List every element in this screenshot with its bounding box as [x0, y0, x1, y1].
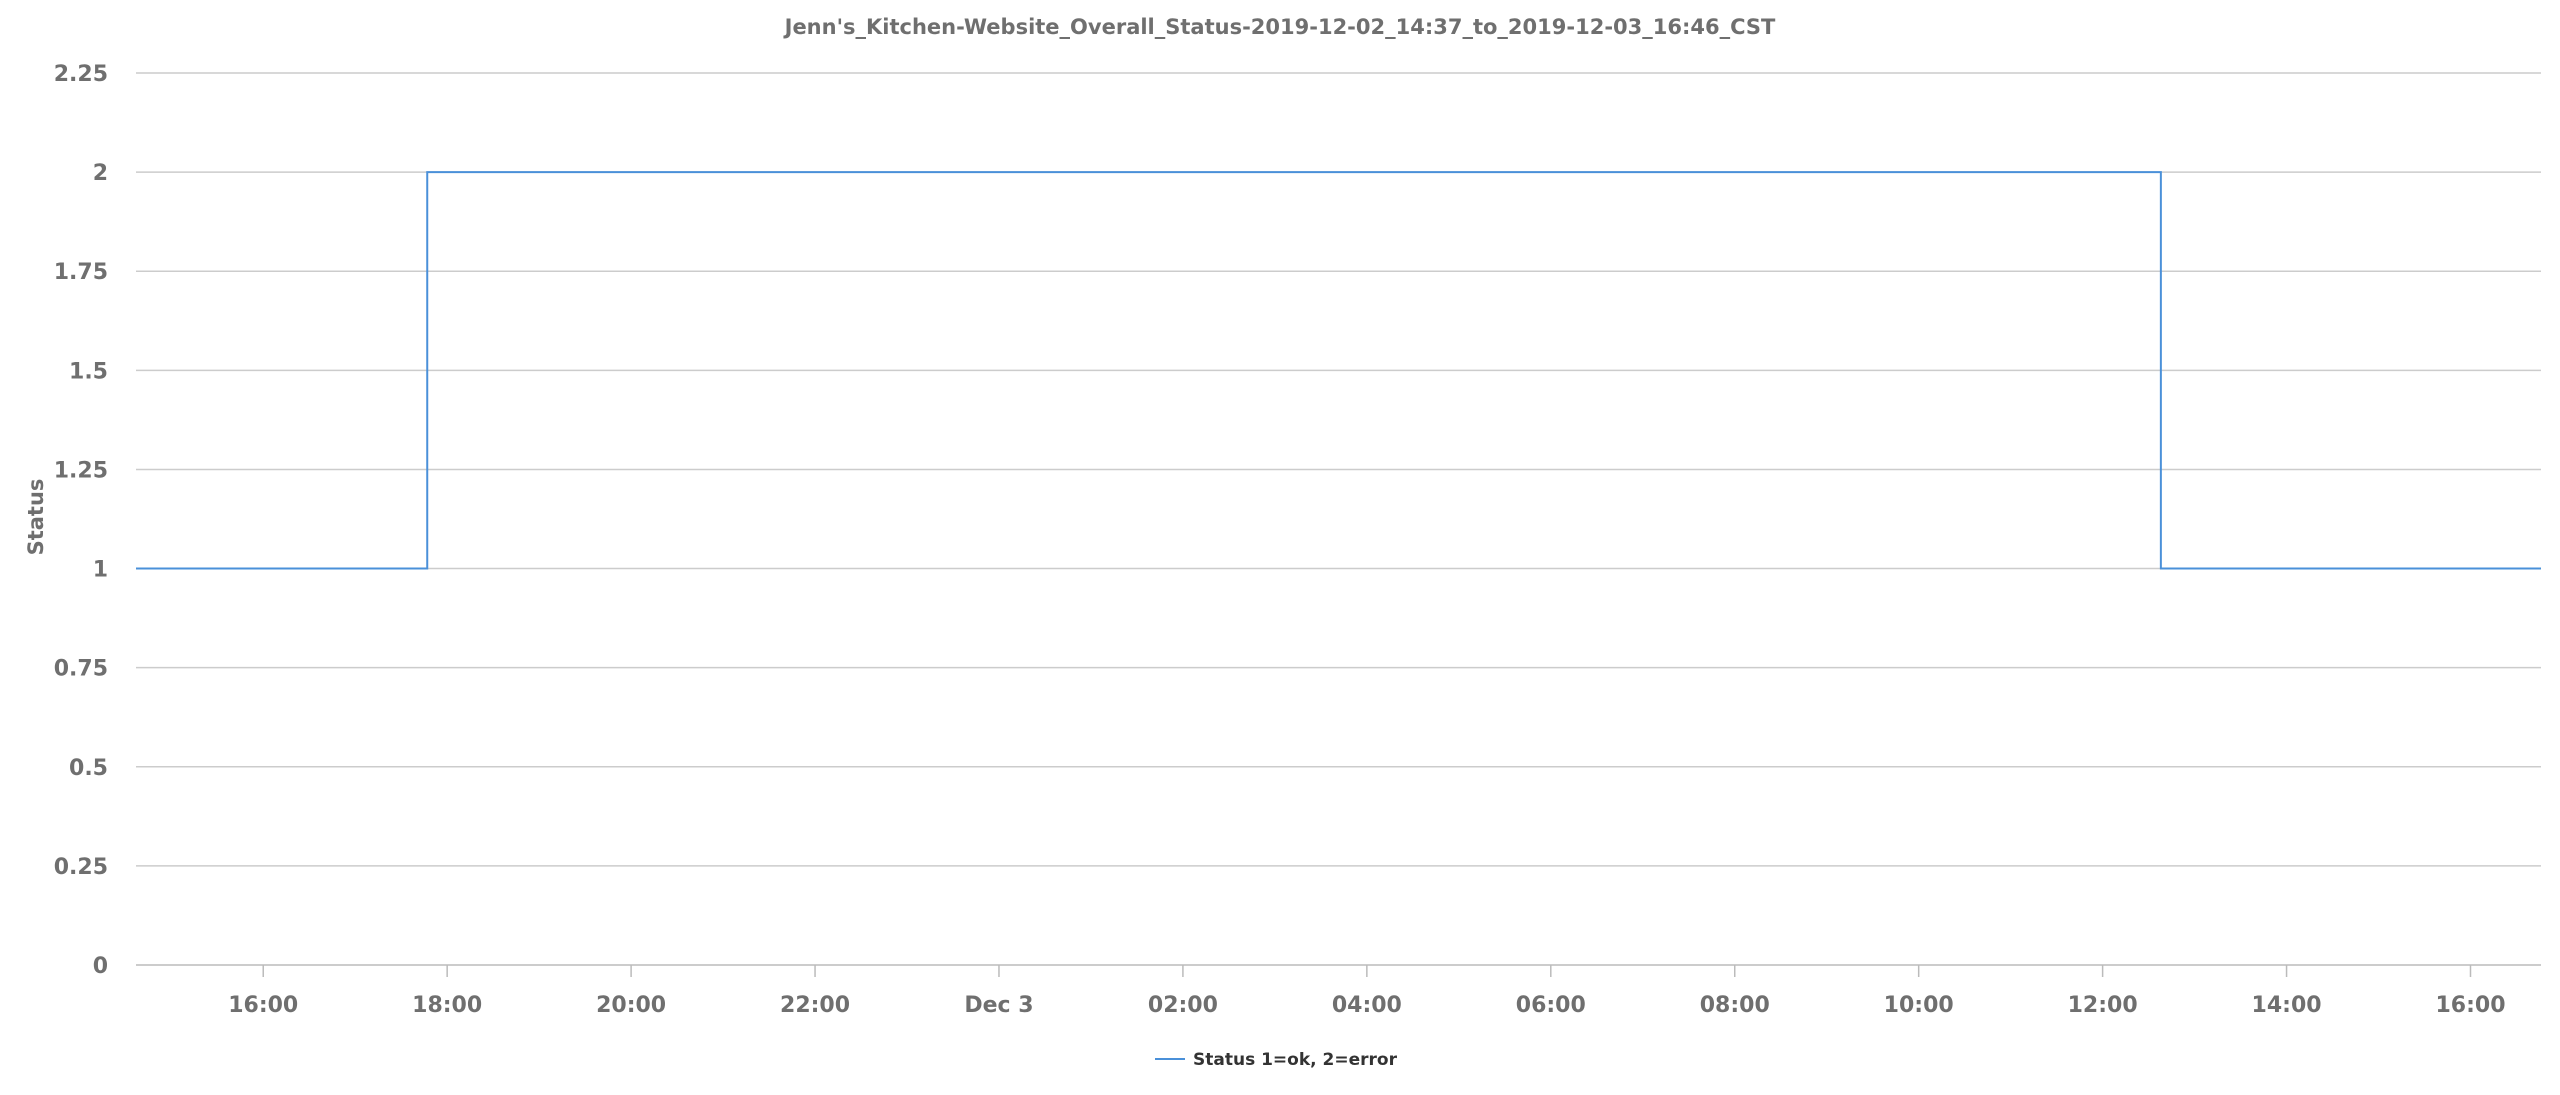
chart-title: Jenn's_Kitchen-Website_Overall_Status-20…	[783, 15, 1776, 39]
y-tick-label: 2	[93, 161, 108, 186]
y-tick-label: 0.25	[54, 855, 108, 880]
x-tick-label: 04:00	[1332, 993, 1402, 1018]
series-line	[136, 171, 2541, 570]
y-tick-label: 1.5	[69, 359, 108, 384]
y-tick-label: 1.75	[54, 260, 108, 285]
y-tick-label: 0.5	[69, 756, 108, 781]
x-tick-label: 22:00	[780, 993, 850, 1018]
x-tick-label: 18:00	[412, 993, 482, 1018]
x-tick-label: 20:00	[596, 993, 666, 1018]
x-tick-label: 16:00	[228, 993, 298, 1018]
legend-label[interactable]: Status 1=ok, 2=error	[1193, 1050, 1398, 1070]
series-layer	[136, 171, 2541, 570]
x-tick-label: 16:00	[2435, 993, 2505, 1018]
x-tick-label: 02:00	[1148, 993, 1218, 1018]
y-tick-label: 1	[93, 558, 108, 583]
y-tick-label: 1.25	[54, 458, 108, 483]
x-tick-label: 06:00	[1516, 993, 1586, 1018]
y-tick-label: 0.75	[54, 657, 108, 682]
x-tick-label: 10:00	[1884, 993, 1954, 1018]
x-tick-label: Dec 3	[964, 993, 1033, 1018]
y-axis: 0 0.25 0.5 0.75 1 1.25 1.5 1.75 2 2.25	[54, 62, 108, 979]
x-tick-label: 08:00	[1700, 993, 1770, 1018]
x-axis: 16:00 18:00 20:00 22:00 Dec 3 02:00 04:00 06:00…	[228, 965, 2506, 1018]
y-tick-label: 2.25	[54, 62, 108, 87]
grid-layer	[136, 72, 2541, 966]
y-tick-label: 0	[93, 954, 108, 979]
x-tick-label: 14:00	[2252, 993, 2322, 1018]
y-axis-title: Status	[24, 479, 48, 556]
x-tick-label: 12:00	[2068, 993, 2138, 1018]
legend[interactable]: Status 1=ok, 2=error	[1155, 1050, 1398, 1070]
